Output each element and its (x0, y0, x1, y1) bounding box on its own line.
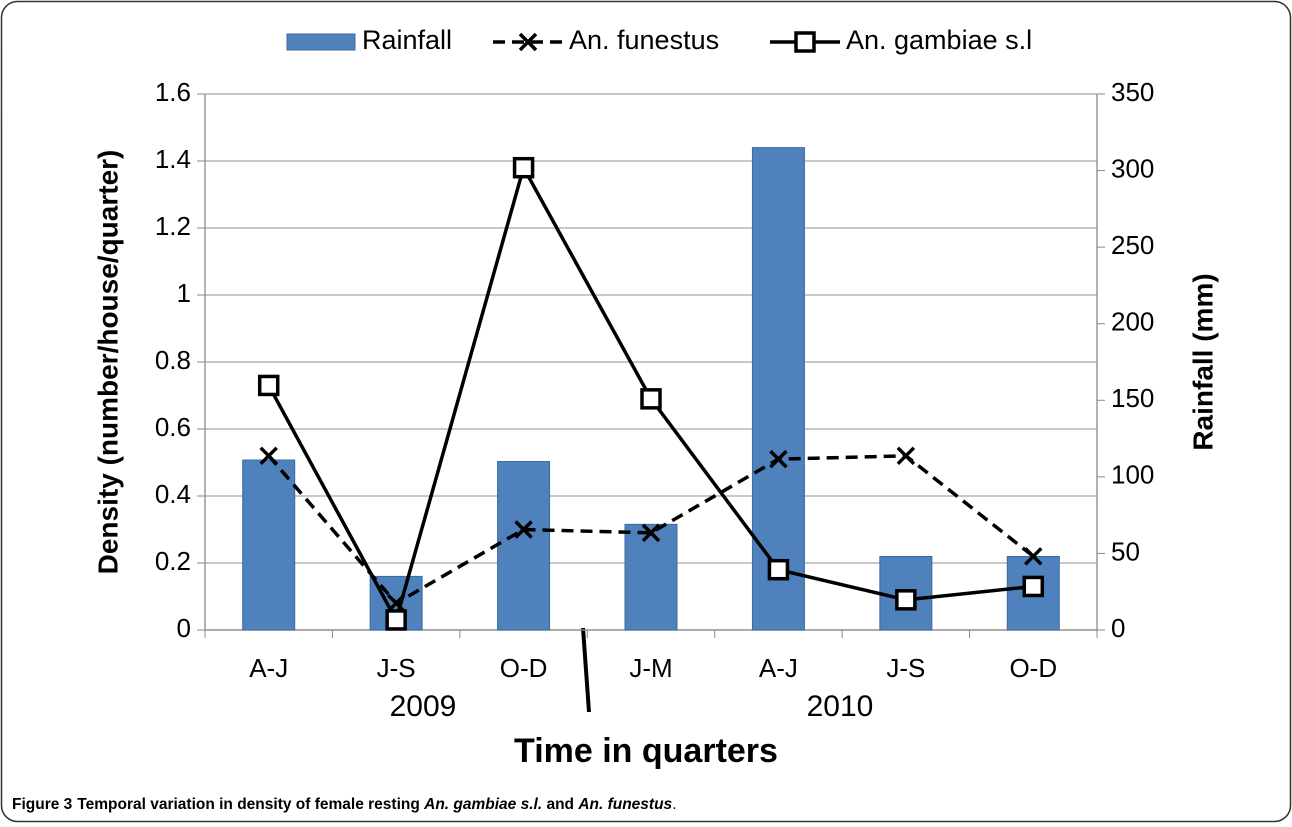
x-tick-label: O-D (500, 653, 548, 683)
group-label: 2010 (807, 690, 874, 723)
legend-label: An. gambiae s.l (846, 25, 1032, 55)
x-tick-label: O-D (1009, 653, 1057, 683)
legend-marker (794, 31, 816, 53)
marker (895, 589, 917, 611)
marker-cross (518, 32, 538, 52)
legend-marker (518, 32, 538, 52)
x-axis-title: Time in quarters (514, 732, 778, 770)
bar (751, 147, 805, 631)
y2-tick-label: 50 (1111, 536, 1140, 566)
y-tick-label: 0.2 (155, 546, 191, 576)
marker-cross (769, 449, 788, 469)
marker (385, 609, 407, 631)
bar (624, 523, 678, 631)
y2-tick-label: 150 (1111, 383, 1154, 413)
x-tick-label: J-S (377, 653, 416, 683)
marker-cross (896, 446, 916, 466)
y-axis-title: Density (number/house/quarter) (92, 150, 123, 575)
caption-text: An. funestus (577, 796, 672, 813)
marker (641, 523, 661, 543)
y2-tick-label: 250 (1111, 230, 1154, 260)
legend-swatch (286, 33, 356, 51)
y-tick-label: 1.6 (155, 77, 191, 107)
y2-tick-label: 350 (1111, 77, 1154, 107)
marker (259, 446, 278, 466)
legend-label: An. funestus (569, 25, 719, 55)
marker-cross (641, 523, 661, 543)
group-label: 2009 (390, 690, 457, 723)
y-tick-label: 1 (177, 278, 191, 308)
caption-text: An. gambiae s.l. (423, 796, 542, 813)
x-tick-label: J-S (886, 653, 925, 683)
legend-label: Rainfall (362, 25, 452, 55)
marker-cross (1024, 547, 1043, 566)
y-tick-label: 0.8 (155, 345, 191, 375)
marker (514, 520, 533, 539)
y2-tick-label: 200 (1111, 307, 1154, 337)
marker (769, 449, 788, 469)
y2-tick-label: 100 (1111, 460, 1154, 490)
marker (896, 446, 916, 466)
x-tick-label: A-J (249, 653, 288, 683)
marker-cross (514, 520, 533, 539)
marker (767, 558, 790, 581)
bar (242, 459, 296, 631)
caption-text: . (672, 796, 676, 813)
marker (512, 156, 535, 179)
y2-tick-label: 0 (1111, 613, 1125, 643)
y-tick-label: 0.6 (155, 412, 191, 442)
marker (1024, 547, 1043, 566)
y-tick-label: 1.2 (155, 211, 191, 241)
y2-axis-title: Rainfall (mm) (1187, 273, 1218, 450)
marker (1022, 575, 1045, 598)
y-tick-label: 0.4 (155, 479, 191, 509)
caption-label: Figure 3 (12, 796, 73, 813)
x-tick-label: J-M (629, 653, 672, 683)
marker (640, 388, 662, 410)
caption-text: Temporal variation in density of female … (77, 796, 424, 813)
y-tick-label: 0 (177, 613, 191, 643)
caption-text: and (542, 796, 578, 813)
y2-tick-label: 300 (1111, 153, 1154, 183)
bar (497, 461, 551, 631)
x-tick-label: A-J (759, 653, 798, 683)
marker (257, 374, 280, 397)
caption: Figure 3 Temporal variation in density of… (12, 796, 677, 813)
separator (581, 627, 591, 713)
y-tick-label: 1.4 (155, 144, 191, 174)
marker-cross (259, 446, 278, 466)
